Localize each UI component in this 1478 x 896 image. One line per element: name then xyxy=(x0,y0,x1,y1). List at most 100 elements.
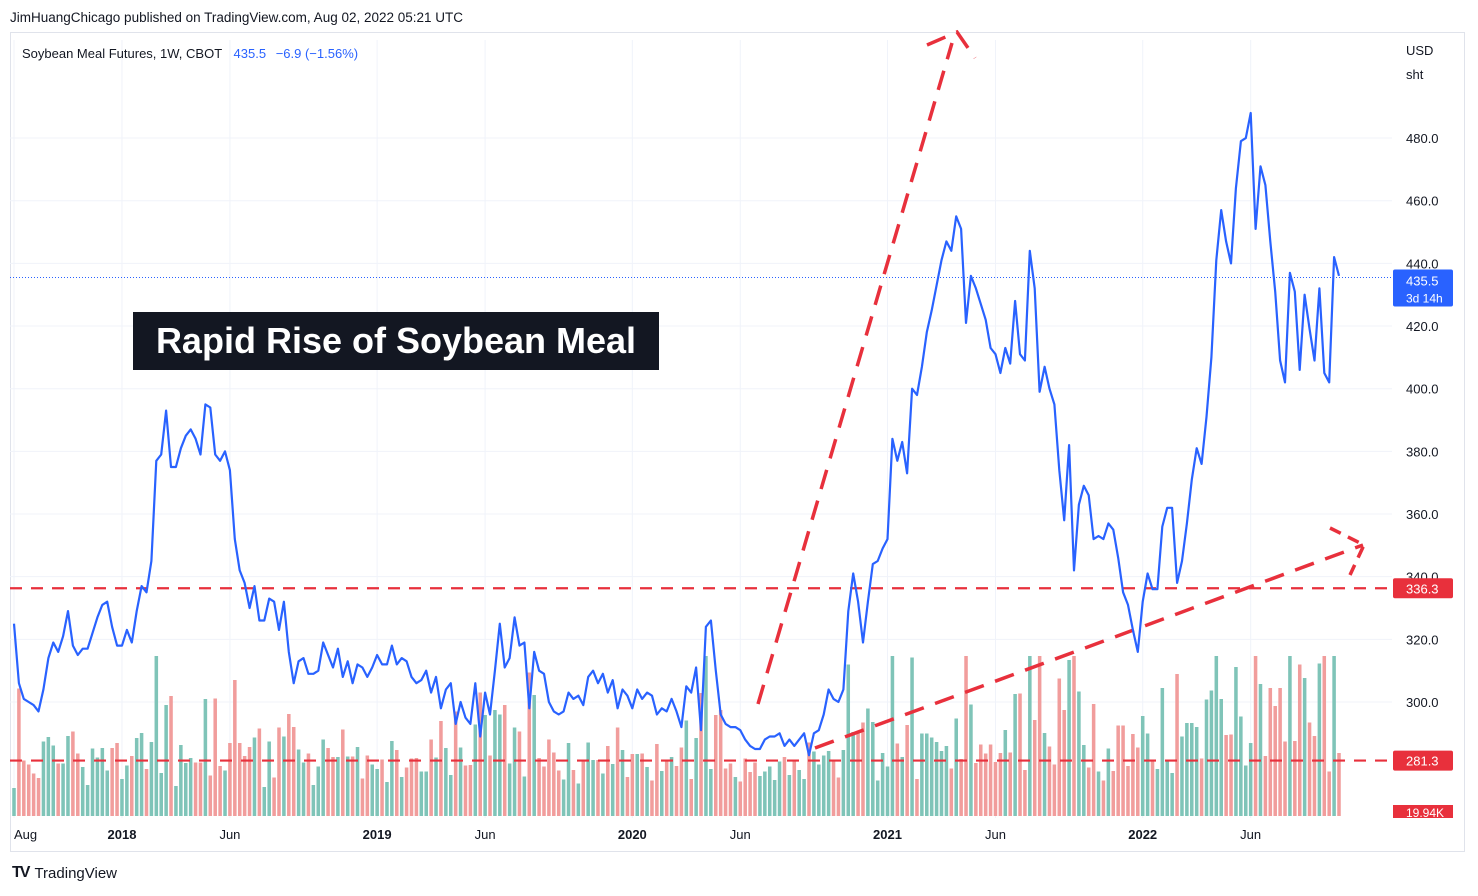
volume-bar xyxy=(350,756,355,816)
volume-bar xyxy=(880,753,885,816)
volume-bar xyxy=(1126,766,1130,816)
x-tick-label: Jun xyxy=(730,827,751,842)
volume-bar xyxy=(1199,758,1204,816)
volume-bar xyxy=(871,722,875,816)
volume-bar xyxy=(193,762,198,816)
last-price: 435.5 xyxy=(233,46,267,61)
volume-bar xyxy=(36,778,41,816)
volume-bar xyxy=(723,768,728,816)
trend-arrows xyxy=(756,29,1367,750)
volume-bar xyxy=(154,656,159,816)
volume-bar xyxy=(1263,756,1268,816)
volume-bar xyxy=(787,775,792,816)
volume-bar xyxy=(488,755,492,816)
volume-bar xyxy=(812,751,816,816)
chart-panel[interactable] xyxy=(10,32,1465,852)
volume-bar xyxy=(1332,656,1336,816)
volume-bar xyxy=(149,742,154,816)
volume-bar xyxy=(1067,660,1071,816)
volume-bar xyxy=(56,763,60,816)
volume-bar xyxy=(763,771,767,816)
volume-bar xyxy=(1131,734,1135,816)
volume-bar xyxy=(159,773,163,816)
volume-bar xyxy=(125,765,129,816)
volume-bar xyxy=(1086,767,1091,816)
volume-bar xyxy=(115,743,119,816)
volume-bar xyxy=(429,739,433,816)
volume-bar xyxy=(1288,656,1292,816)
volume-bar xyxy=(22,760,26,816)
volume-bar xyxy=(1219,699,1223,816)
volume-bar xyxy=(856,731,860,816)
volume-bar xyxy=(684,720,689,816)
volume-value: 19.94K xyxy=(1406,806,1444,820)
volume-bar xyxy=(179,745,183,816)
volume-bar xyxy=(1224,735,1228,816)
volume-bars xyxy=(12,656,1341,816)
volume-bar xyxy=(257,728,262,816)
volume-bar xyxy=(861,722,865,816)
volume-bar xyxy=(674,766,679,816)
volume-bar xyxy=(252,737,257,816)
volume-bar xyxy=(625,777,630,816)
volume-bar xyxy=(527,672,532,816)
volume-bar xyxy=(458,747,463,816)
volume-bar xyxy=(507,763,512,816)
volume-bar xyxy=(630,754,635,816)
volume-bar xyxy=(228,743,232,816)
y-tick-label: 480.0 xyxy=(1406,131,1439,146)
volume-bar xyxy=(493,710,497,816)
price-tags: 435.5 3d 14h 336.3 281.3 19.94K xyxy=(1393,269,1453,820)
volume-bar xyxy=(1180,736,1184,816)
x-tick-label: 2019 xyxy=(363,827,392,842)
volume-bar xyxy=(188,758,193,816)
volume-bar xyxy=(130,756,134,816)
volume-bar xyxy=(306,753,311,816)
volume-bar xyxy=(915,779,919,816)
volume-bar xyxy=(483,715,487,816)
volume-bar xyxy=(954,718,958,816)
volume-bar xyxy=(203,699,208,816)
volume-bar xyxy=(645,767,649,816)
volume-bar xyxy=(90,748,95,816)
volume-bar xyxy=(929,737,934,816)
volume-bar xyxy=(797,770,801,816)
volume-bar xyxy=(1185,723,1189,816)
volume-bar xyxy=(1091,704,1096,816)
volume-bar xyxy=(1243,765,1248,816)
tradingview-brand[interactable]: TV TradingView xyxy=(12,864,117,882)
symbol-name: Soybean Meal Futures, 1W, CBOT xyxy=(22,46,222,61)
volume-bar xyxy=(777,761,782,816)
volume-bar xyxy=(478,692,482,816)
volume-bar xyxy=(792,761,797,816)
volume-bar xyxy=(900,757,905,816)
volume-bar xyxy=(404,767,409,816)
volume-bar xyxy=(1234,667,1238,816)
volume-bar xyxy=(591,760,595,816)
volume-bar xyxy=(301,762,306,816)
volume-bar xyxy=(552,752,556,816)
volume-bar xyxy=(758,776,762,816)
volume-bar xyxy=(218,766,222,816)
volume-bar xyxy=(134,738,139,816)
volume-bar xyxy=(198,762,203,816)
volume-bar xyxy=(277,727,281,816)
volume-bar xyxy=(237,743,242,816)
volume-bar xyxy=(802,779,806,816)
volume-bar xyxy=(380,759,384,816)
volume-bar xyxy=(875,780,880,816)
volume-bar xyxy=(85,785,90,816)
volume-bar xyxy=(866,708,870,816)
uptrend-arrow-steep xyxy=(756,42,954,705)
volume-bar xyxy=(767,766,772,816)
volume-bar xyxy=(272,777,276,816)
volume-bar xyxy=(311,785,316,816)
volume-bar xyxy=(17,688,21,816)
volume-bar xyxy=(1077,691,1081,816)
volume-bar xyxy=(1057,678,1062,816)
volume-bar xyxy=(282,736,286,816)
x-tick-label: 2022 xyxy=(1128,827,1157,842)
volume-bar xyxy=(753,762,757,816)
volume-bar xyxy=(1042,733,1047,816)
